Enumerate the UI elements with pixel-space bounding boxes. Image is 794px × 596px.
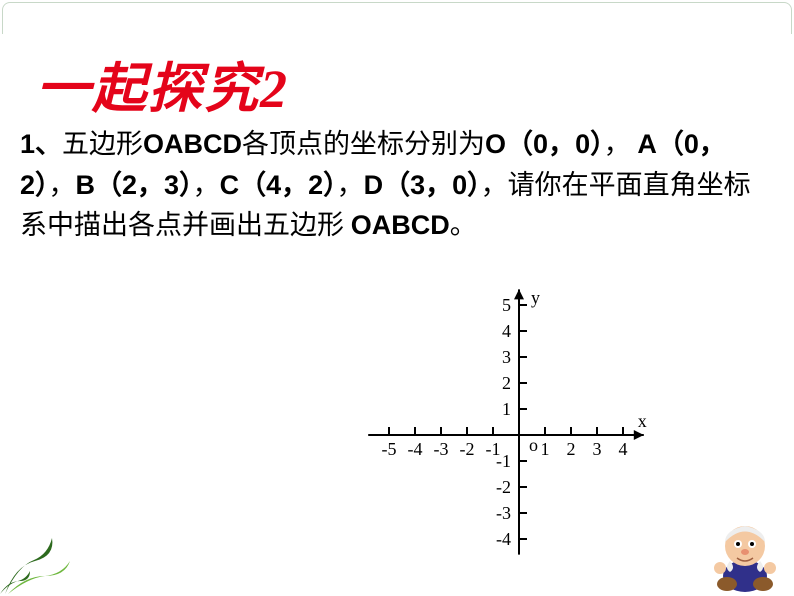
- svg-text:-3: -3: [496, 503, 511, 523]
- leaf-decoration-icon: [0, 526, 90, 596]
- t2: 各顶点的坐标分别为: [242, 129, 485, 159]
- svg-text:-2: -2: [460, 439, 475, 459]
- svg-text:-4: -4: [496, 529, 511, 549]
- svg-text:-3: -3: [434, 439, 449, 459]
- svg-text:4: 4: [619, 439, 628, 459]
- svg-text:5: 5: [502, 295, 511, 315]
- svg-text:o: o: [529, 435, 538, 455]
- svg-text:2: 2: [502, 373, 511, 393]
- coordinate-system: -5-4-3-2-1123412345-1-2-3-4oxy: [290, 276, 770, 576]
- axes-svg: -5-4-3-2-1123412345-1-2-3-4oxy: [290, 276, 770, 576]
- page-border: [2, 2, 792, 34]
- pt-B: B（2，3）: [76, 170, 193, 200]
- t1: 五边形: [62, 129, 143, 159]
- svg-text:2: 2: [567, 439, 576, 459]
- svg-text:y: y: [531, 287, 540, 307]
- svg-text:-2: -2: [496, 477, 511, 497]
- pt-C: C（4，2）: [220, 170, 337, 200]
- page-title: 一起探究2: [36, 44, 289, 123]
- svg-text:3: 3: [502, 347, 511, 367]
- svg-text:3: 3: [593, 439, 602, 459]
- svg-text:1: 1: [541, 439, 550, 459]
- pt-O: O（0，0）: [485, 129, 604, 159]
- mascot-icon: [702, 516, 788, 594]
- problem-text: 1、五边形OABCD各顶点的坐标分别为O（0，0）， A（0，2），B（2，3）…: [20, 124, 774, 246]
- svg-text:-4: -4: [408, 439, 423, 459]
- pentagon-name-2: OABCD: [351, 210, 450, 240]
- svg-text:1: 1: [502, 399, 511, 419]
- svg-text:-5: -5: [382, 439, 397, 459]
- problem-num: 1、: [20, 129, 62, 159]
- svg-text:4: 4: [502, 321, 511, 341]
- svg-text:-1: -1: [496, 451, 511, 471]
- pentagon-name: OABCD: [143, 129, 242, 159]
- pt-D: D（3，0）: [364, 170, 481, 200]
- svg-text:x: x: [638, 411, 647, 431]
- period: 。: [450, 210, 477, 240]
